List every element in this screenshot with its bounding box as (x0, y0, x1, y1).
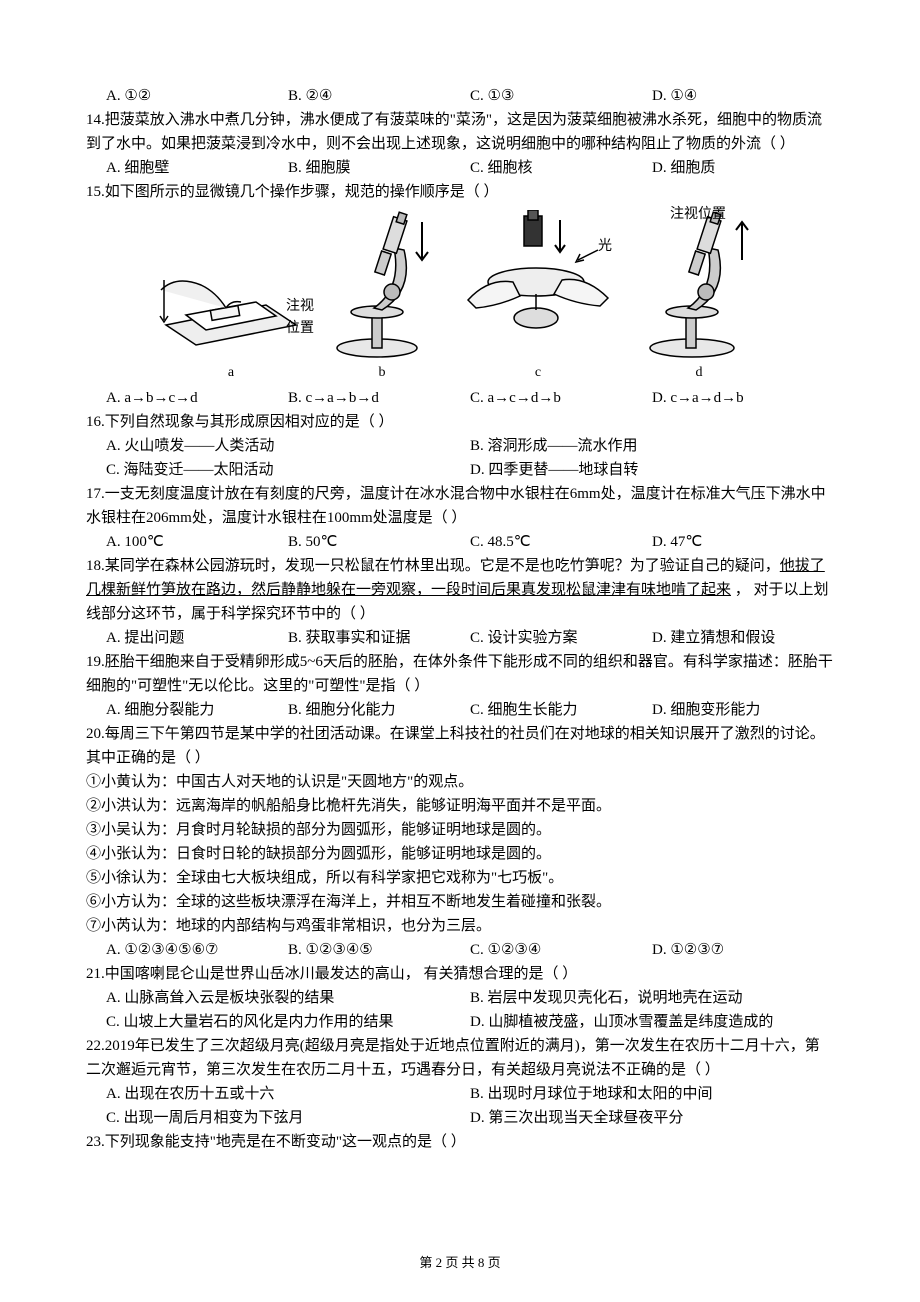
q13-opt-b: B. ②④ (288, 84, 470, 108)
q20-opt-c: C. ①②③④ (470, 938, 652, 962)
q14-opt-c: C. 细胞核 (470, 156, 652, 180)
q20-s1: ①小黄认为：中国古人对天地的认识是"天圆地方"的观点。 (86, 770, 834, 794)
q19-opt-d: D. 细胞变形能力 (652, 698, 834, 722)
page-footer: 第 2 页 共 8 页 (0, 1253, 920, 1274)
q15-fig-b: 注视 位置 b (322, 210, 442, 384)
q20-opt-b: B. ①②③④⑤ (288, 938, 470, 962)
q15-options: A. a→b→c→d B. c→a→b→d C. a→c→d→b D. c→a→… (86, 386, 834, 410)
q20-s3: ③小吴认为：月食时月轮缺损的部分为圆弧形，能够证明地球是圆的。 (86, 818, 834, 842)
q16-text: 16.下列自然现象与其形成原因相对应的是（ ） (86, 410, 834, 434)
q13-opt-a: A. ①② (106, 84, 288, 108)
q20-options: A. ①②③④⑤⑥⑦ B. ①②③④⑤ C. ①②③④ D. ①②③⑦ (86, 938, 834, 962)
q21-opt-d: D. 山脚植被茂盛，山顶冰雪覆盖是纬度造成的 (470, 1010, 834, 1034)
q21-opt-a: A. 山脉高耸入云是板块张裂的结果 (106, 986, 470, 1010)
q16-opt-a: A. 火山喷发——人类活动 (106, 434, 470, 458)
q17-text: 17.一支无刻度温度计放在有刻度的尺旁，温度计在冰水混合物中水银柱在6mm处，温… (86, 482, 834, 530)
q20-opt-a: A. ①②③④⑤⑥⑦ (106, 938, 288, 962)
q16-opt-d: D. 四季更替——地球自转 (470, 458, 834, 482)
q15-opt-a: A. a→b→c→d (106, 386, 288, 410)
q14-opt-d: D. 细胞质 (652, 156, 834, 180)
q20-s2: ②小洪认为：远离海岸的帆船船身比桅杆先消失，能够证明海平面并不是平面。 (86, 794, 834, 818)
q15-opt-c: C. a→c→d→b (470, 386, 652, 410)
q15-fig-b-zhushi: 注视 位置 (286, 296, 314, 341)
q15-fig-d: 注视位置 d (634, 210, 764, 384)
q15-text: 15.如下图所示的显微镜几个操作步骤，规范的操作顺序是（ ） (86, 180, 834, 204)
q20-opt-d: D. ①②③⑦ (652, 938, 834, 962)
q19-opt-a: A. 细胞分裂能力 (106, 698, 288, 722)
q20-s5: ⑤小徐认为：全球由七大板块组成，所以有科学家把它戏称为"七巧板"。 (86, 866, 834, 890)
q21-opt-c: C. 山坡上大量岩石的风化是内力作用的结果 (106, 1010, 470, 1034)
q22-text: 22.2019年已发生了三次超级月亮(超级月亮是指处于近地点位置附近的满月)，第… (86, 1034, 834, 1082)
q14-opt-a: A. 细胞壁 (106, 156, 288, 180)
q17-opt-a: A. 100℃ (106, 530, 288, 554)
q18-opt-c: C. 设计实验方案 (470, 626, 652, 650)
q19-text: 19.胚胎干细胞来自于受精卵形成5~6天后的胚胎，在体外条件下能形成不同的组织和… (86, 650, 834, 698)
q13-options: A. ①② B. ②④ C. ①③ D. ①④ (86, 84, 834, 108)
q21-text: 21.中国喀喇昆仑山是世界山岳冰川最发达的高山， 有关猜想合理的是（ ） (86, 962, 834, 986)
q17-opt-d: D. 47℃ (652, 530, 834, 554)
q21-opt-b: B. 岩层中发现贝壳化石，说明地壳在运动 (470, 986, 834, 1010)
q16-opt-b: B. 溶洞形成——流水作用 (470, 434, 834, 458)
q23-text: 23.下列现象能支持"地壳是在不断变动"这一观点的是（ ） (86, 1130, 834, 1154)
q22-opt-c: C. 出现一周后月相变为下弦月 (106, 1106, 470, 1130)
q20-s6: ⑥小方认为：全球的这些板块漂浮在海洋上，并相互不断地发生着碰撞和张裂。 (86, 890, 834, 914)
q20-s4: ④小张认为：日食时日轮的缺损部分为圆弧形，能够证明地球是圆的。 (86, 842, 834, 866)
q15-fig-c-guang: 光 (598, 238, 612, 254)
q14-opt-b: B. 细胞膜 (288, 156, 470, 180)
q15-fig-d-zhushi: 注视位置 (670, 204, 726, 226)
q18-opt-d: D. 建立猜想和假设 (652, 626, 834, 650)
q15-fig-a-label: a (156, 362, 306, 384)
q17-options: A. 100℃ B. 50℃ C. 48.5℃ D. 47℃ (86, 530, 834, 554)
q18-opt-b: B. 获取事实和证据 (288, 626, 470, 650)
q14-text: 14.把菠菜放入沸水中煮几分钟，沸水便成了有菠菜味的"菜汤"，这是因为菠菜细胞被… (86, 108, 834, 156)
q18-options: A. 提出问题 B. 获取事实和证据 C. 设计实验方案 D. 建立猜想和假设 (86, 626, 834, 650)
q18-opt-a: A. 提出问题 (106, 626, 288, 650)
q20-s7: ⑦小芮认为：地球的内部结构与鸡蛋非常相识，也分为三层。 (86, 914, 834, 938)
q19-opt-b: B. 细胞分化能力 (288, 698, 470, 722)
q17-opt-b: B. 50℃ (288, 530, 470, 554)
q15-opt-d: D. c→a→d→b (652, 386, 834, 410)
q16-opt-c: C. 海陆变迁——太阳活动 (106, 458, 470, 482)
q16-options: A. 火山喷发——人类活动 B. 溶洞形成——流水作用 C. 海陆变迁——太阳活… (86, 434, 834, 482)
q22-opt-a: A. 出现在农历十五或十六 (106, 1082, 470, 1106)
q17-opt-c: C. 48.5℃ (470, 530, 652, 554)
q19-opt-c: C. 细胞生长能力 (470, 698, 652, 722)
q15-fig-d-label: d (696, 365, 703, 380)
q22-options: A. 出现在农历十五或十六 B. 出现时月球位于地球和太阳的中间 C. 出现一周… (86, 1082, 834, 1130)
q15-fig-a: a (156, 230, 306, 384)
q20-text: 20.每周三下午第四节是某中学的社团活动课。在课堂上科技社的社员们在对地球的相关… (86, 722, 834, 770)
q21-options: A. 山脉高耸入云是板块张裂的结果 B. 岩层中发现贝壳化石，说明地壳在运动 C… (86, 986, 834, 1034)
q15-fig-b-label: b (379, 365, 386, 380)
q15-figure: a 注视 位置 b (86, 210, 834, 384)
q13-opt-d: D. ①④ (652, 84, 834, 108)
q15-fig-c: 光 c (458, 210, 618, 384)
q18-text: 18.某同学在森林公园游玩时，发现一只松鼠在竹林里出现。它是不是也吃竹笋呢？为了… (86, 554, 834, 626)
q13-opt-c: C. ①③ (470, 84, 652, 108)
q18-text-pre: 18.某同学在森林公园游玩时，发现一只松鼠在竹林里出现。它是不是也吃竹笋呢？为了… (86, 558, 780, 574)
q19-options: A. 细胞分裂能力 B. 细胞分化能力 C. 细胞生长能力 D. 细胞变形能力 (86, 698, 834, 722)
q14-options: A. 细胞壁 B. 细胞膜 C. 细胞核 D. 细胞质 (86, 156, 834, 180)
q22-opt-b: B. 出现时月球位于地球和太阳的中间 (470, 1082, 834, 1106)
q15-opt-b: B. c→a→b→d (288, 386, 470, 410)
q15-fig-c-label: c (458, 362, 618, 384)
q22-opt-d: D. 第三次出现当天全球昼夜平分 (470, 1106, 834, 1130)
